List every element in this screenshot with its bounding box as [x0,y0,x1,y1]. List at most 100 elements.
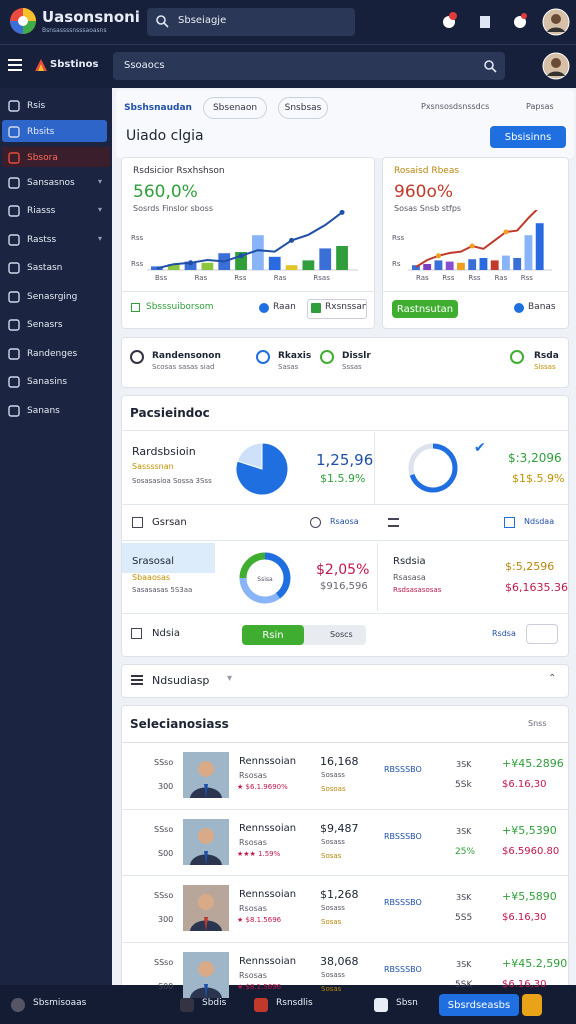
change2: $6.16,30 [502,779,547,790]
bottom-item[interactable]: Sbsmisoaas [33,998,87,1008]
sidebar-icon [8,126,20,138]
icon-shape [8,404,20,417]
photo [183,752,229,798]
sidebar-item[interactable]: Senasrs [27,320,63,330]
search-placeholder: Sbseiagje [178,15,227,26]
bottom-item[interactable]: Sbsn [396,998,418,1008]
row-link[interactable]: Rsdsa [492,629,516,638]
photo-tie [204,917,208,931]
sidebar-item[interactable]: Sbsora [27,153,58,163]
panel-change: $916,596 [320,581,368,592]
icon-button[interactable] [526,624,558,644]
panel-subtitle: Sassssnan [132,462,174,471]
avatar[interactable] [542,8,570,36]
search-box[interactable] [113,52,505,80]
divider [121,875,569,876]
icon-shape [8,319,20,331]
sidebar-item[interactable]: Senasrging [27,291,78,302]
alert-item[interactable] [2,147,110,167]
legend-item[interactable]: Rxsnssan [325,302,368,312]
row-label[interactable]: Rsaosa [330,517,359,526]
primary-button[interactable]: Sbsisinns [490,126,566,148]
bar [336,246,348,270]
k2: 25% [455,846,476,857]
tab-link[interactable]: Papsas [526,102,554,111]
rank: S00 [158,981,174,991]
search-icon [156,15,169,28]
toggle-button[interactable]: Rsin [242,625,304,645]
bottom-icon [180,998,194,1012]
divider [121,540,569,541]
row-icon [131,628,142,639]
check: ✔ [474,440,486,456]
stat-title: Disslr [342,351,371,361]
icon-shape [130,350,144,364]
name[interactable]: Rennssoian [239,955,297,967]
name[interactable]: Rennssoian [239,889,297,900]
sidebar-item[interactable]: Riasss [27,206,56,216]
tab-link[interactable]: Pxsnsosdsnssdcs [421,102,490,111]
legend-swatch [514,303,524,313]
tag: RBSSSBO [384,964,422,974]
legend-item[interactable]: Banas [528,302,556,312]
legend-swatch [259,303,269,313]
row-label[interactable]: Ndsdaa [524,517,555,526]
sidebar-item[interactable]: Rastss [27,234,57,245]
sub: Rsosas [239,904,267,913]
tab[interactable]: Sbsenaon [203,97,267,119]
toggle-option[interactable]: Soscs [330,630,353,639]
icon-shape [8,233,20,246]
stat-icon [256,350,270,364]
bottom-button[interactable]: Sbsrdseasbs [439,994,519,1016]
donut-label: Ssisa [257,576,273,583]
rating: ★ $6.1.9690% [237,783,288,791]
bottom-item[interactable]: Rsnsdlis [276,998,313,1008]
trend-dot [339,210,345,215]
mini-chart: Rss Rs Ras Rss Rss Ras Rss [392,210,552,282]
legend-box[interactable] [307,299,367,319]
name[interactable]: Rennssoian [239,822,297,834]
tag: RBSSSBO [384,898,422,907]
tab[interactable]: Sbshsnaudan [124,103,192,113]
bottom-avatar[interactable] [522,994,542,1016]
header-icons[interactable] [440,10,530,34]
card-button[interactable]: Rastnsutan [392,300,458,318]
search-box[interactable] [147,8,355,36]
k2: 5S5 [455,913,473,923]
donut-slice [239,577,280,604]
photo [183,885,229,931]
stat-subtitle: Sasas [278,363,299,371]
icon-shape [8,376,20,388]
legend-item[interactable]: Raan [273,302,296,312]
caret[interactable]: ⌃ [548,673,557,684]
sidebar-item[interactable]: Randenges [27,348,78,359]
sidebar-item[interactable]: Rsis [27,101,46,111]
footer-icon [131,303,140,312]
menu-icon[interactable] [8,59,22,71]
sidebar-item[interactable]: Sansasnos [27,177,75,188]
donut-slice [264,552,291,599]
x-label: Ras [274,274,287,282]
sidebar-item[interactable]: Rbsits [27,127,55,137]
active-item[interactable] [2,120,107,142]
bottom-icon [254,998,268,1012]
panel-value: 1,25,96 [316,451,374,469]
bar [302,260,315,270]
x-label: Bss [155,274,167,282]
table-filter[interactable]: Snss [528,719,547,728]
y-label: Rss [131,260,144,268]
bottom-item[interactable]: Sbdis [202,998,227,1008]
name[interactable]: Rennssoian [239,756,297,767]
sidebar-icon [8,262,20,274]
collapse-card[interactable] [121,664,569,698]
sidebar-item[interactable]: Sanans [27,405,60,416]
rating: ★ $8.1.5696 [237,982,282,991]
sidebar-item[interactable]: Sastasn [27,263,63,273]
stat-subtitle: Sssas [342,363,362,371]
value: 16,168 [320,755,359,768]
rank: SSso [154,957,174,967]
tab[interactable]: Snsbsas [278,97,328,119]
avatar[interactable] [542,52,570,80]
sidebar-item[interactable]: Sanasins [27,377,68,387]
page-title: Uiado clgia [126,128,204,144]
